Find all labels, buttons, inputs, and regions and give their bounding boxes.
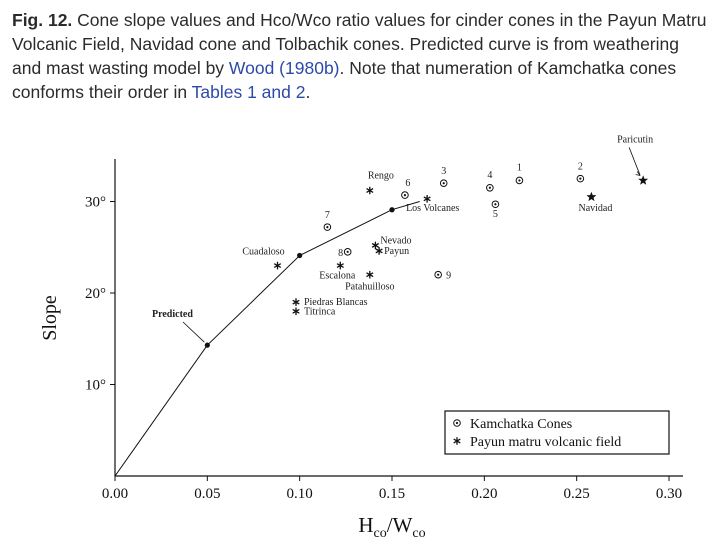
chart-axes: 0.00 0.05 0.10 0.15 0.20 0.25 0.30 10° 20° 30° bbox=[85, 159, 683, 502]
point-label: Navidad bbox=[578, 203, 612, 214]
chart-legend: Kamchatka Cones Payun matru volcanic fiel… bbox=[444, 410, 670, 455]
payun-marker bbox=[371, 241, 380, 250]
x-tick-label: 0.15 bbox=[379, 486, 405, 502]
point-label: 9 bbox=[446, 271, 451, 282]
predicted-curve-group: Predicted bbox=[114, 201, 420, 477]
kamchatka-marker-center bbox=[346, 250, 349, 253]
kamchatka-marker-center bbox=[579, 177, 582, 180]
caption-link-wood[interactable]: Wood (1980b) bbox=[228, 58, 340, 78]
figure-caption: Fig. 12. Cone slope values and Hco/Wco r… bbox=[12, 8, 712, 104]
point-label: 1 bbox=[517, 162, 522, 173]
point-label: 2 bbox=[578, 162, 583, 173]
y-tick-label: 10° bbox=[85, 378, 106, 394]
payun-marker bbox=[423, 195, 431, 203]
paricutin-arrowhead bbox=[635, 171, 641, 176]
y-tick-label: 20° bbox=[85, 286, 106, 302]
point-label: 4 bbox=[487, 170, 492, 181]
payun-marker bbox=[273, 261, 282, 270]
predicted-curve-marker bbox=[204, 342, 210, 348]
point-label: 6 bbox=[405, 178, 410, 189]
kamchatka-marker-center bbox=[437, 273, 440, 276]
legend-entry-label: Payun matru volcanic field bbox=[470, 435, 621, 450]
point-label: Piedras Blancas bbox=[304, 297, 368, 308]
kamchatka-marker-center bbox=[518, 179, 521, 182]
payun-marker bbox=[366, 186, 374, 195]
predicted-pointer-line bbox=[182, 321, 205, 343]
series-group: Navidad Paricutin bbox=[578, 134, 653, 213]
star-marker bbox=[638, 175, 649, 185]
x-tick-label: 0.05 bbox=[194, 486, 220, 502]
caption-link-tables[interactable]: Tables 1 and 2 bbox=[191, 82, 306, 102]
legend-entry-label: Kamchatka Cones bbox=[470, 417, 572, 432]
point-label: Rengo bbox=[368, 171, 394, 182]
x-tick-label: 0.30 bbox=[656, 486, 682, 502]
x-tick-label: 0.20 bbox=[471, 486, 497, 502]
y-tick-label: 30° bbox=[85, 195, 106, 211]
x-tick-label: 0.00 bbox=[102, 486, 128, 502]
point-label: Paricutin bbox=[617, 134, 653, 145]
predicted-curve-line bbox=[114, 201, 420, 477]
point-label: Los Volcanes bbox=[406, 203, 459, 214]
predicted-label: Predicted bbox=[152, 309, 193, 320]
series-group: Rengo Los Volcanes Cuadaloso Escalona Nevado… bbox=[242, 171, 459, 318]
payun-marker bbox=[292, 298, 300, 306]
kamchatka-marker-center bbox=[455, 421, 459, 425]
point-label: 3 bbox=[441, 166, 446, 177]
kamchatka-marker-center bbox=[326, 226, 329, 229]
predicted-curve-marker bbox=[389, 207, 395, 213]
payun-marker bbox=[453, 437, 461, 445]
point-label: 5 bbox=[493, 209, 498, 220]
point-label: Escalona bbox=[319, 271, 356, 282]
x-axis-label: Hco/Wco bbox=[358, 513, 425, 540]
legend-box bbox=[444, 410, 670, 455]
kamchatka-marker-center bbox=[442, 182, 445, 185]
payun-marker bbox=[375, 247, 383, 255]
point-label: Payun bbox=[384, 246, 409, 257]
payun-marker bbox=[292, 307, 300, 316]
point-label: Nevado bbox=[380, 235, 411, 246]
kamchatka-marker-center bbox=[488, 186, 491, 189]
caption-text-part2: . Note that numeration of Kamchatka cone… bbox=[12, 58, 677, 102]
series-group: 1 2 3 4 5 6 7 8 9 bbox=[323, 162, 585, 282]
caption-figure-number: Fig. 12. bbox=[12, 10, 73, 30]
caption-text-part3: . bbox=[305, 82, 311, 102]
paricutin-pointer-line bbox=[628, 147, 641, 176]
point-label: Titrinca bbox=[304, 306, 336, 317]
data-points-group: 1 2 3 4 5 6 7 8 9 Rengo Los Volcanes Cuadaloso Escal… bbox=[242, 134, 653, 317]
point-label: 7 bbox=[325, 210, 330, 221]
point-label: 8 bbox=[338, 248, 343, 259]
predicted-curve-marker bbox=[297, 252, 303, 259]
payun-marker bbox=[366, 270, 374, 279]
y-axis-label: Slope bbox=[39, 295, 61, 341]
caption-text-part1: Cone slope values and Hco/Wco ratio valu… bbox=[12, 10, 707, 78]
star-marker bbox=[586, 191, 597, 202]
kamchatka-marker-center bbox=[494, 203, 497, 206]
kamchatka-marker-center bbox=[403, 193, 407, 197]
payun-marker bbox=[336, 261, 344, 270]
x-tick-label: 0.25 bbox=[564, 486, 590, 502]
point-label: Patahuilloso bbox=[345, 282, 394, 293]
x-tick-label: 0.10 bbox=[287, 486, 313, 502]
point-label: Cuadaloso bbox=[242, 247, 284, 258]
